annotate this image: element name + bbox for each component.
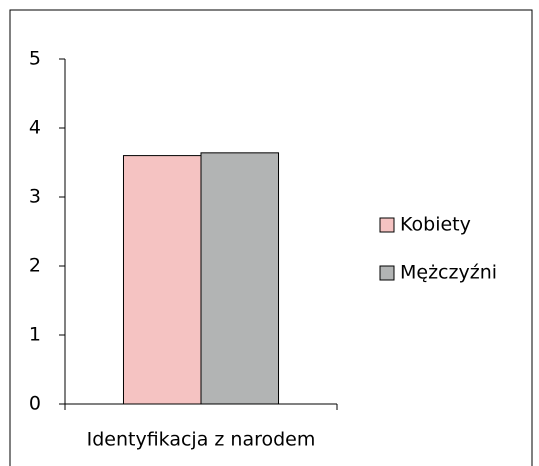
legend-swatch <box>379 217 395 233</box>
y-tick-label: 2 <box>29 255 41 277</box>
y-tick-label: 0 <box>29 393 41 415</box>
legend-label: Mężczyźni <box>400 262 497 284</box>
y-tick-label: 5 <box>29 48 41 70</box>
x-tick-label: Identyfikacja z narodem <box>87 429 316 451</box>
bar <box>122 155 202 405</box>
y-tick-label: 1 <box>29 324 41 346</box>
y-tick-label: 4 <box>29 117 41 139</box>
legend-label: Kobiety <box>400 214 471 236</box>
y-tick-label: 3 <box>29 186 41 208</box>
legend-swatch <box>379 265 395 281</box>
bar <box>200 152 280 405</box>
